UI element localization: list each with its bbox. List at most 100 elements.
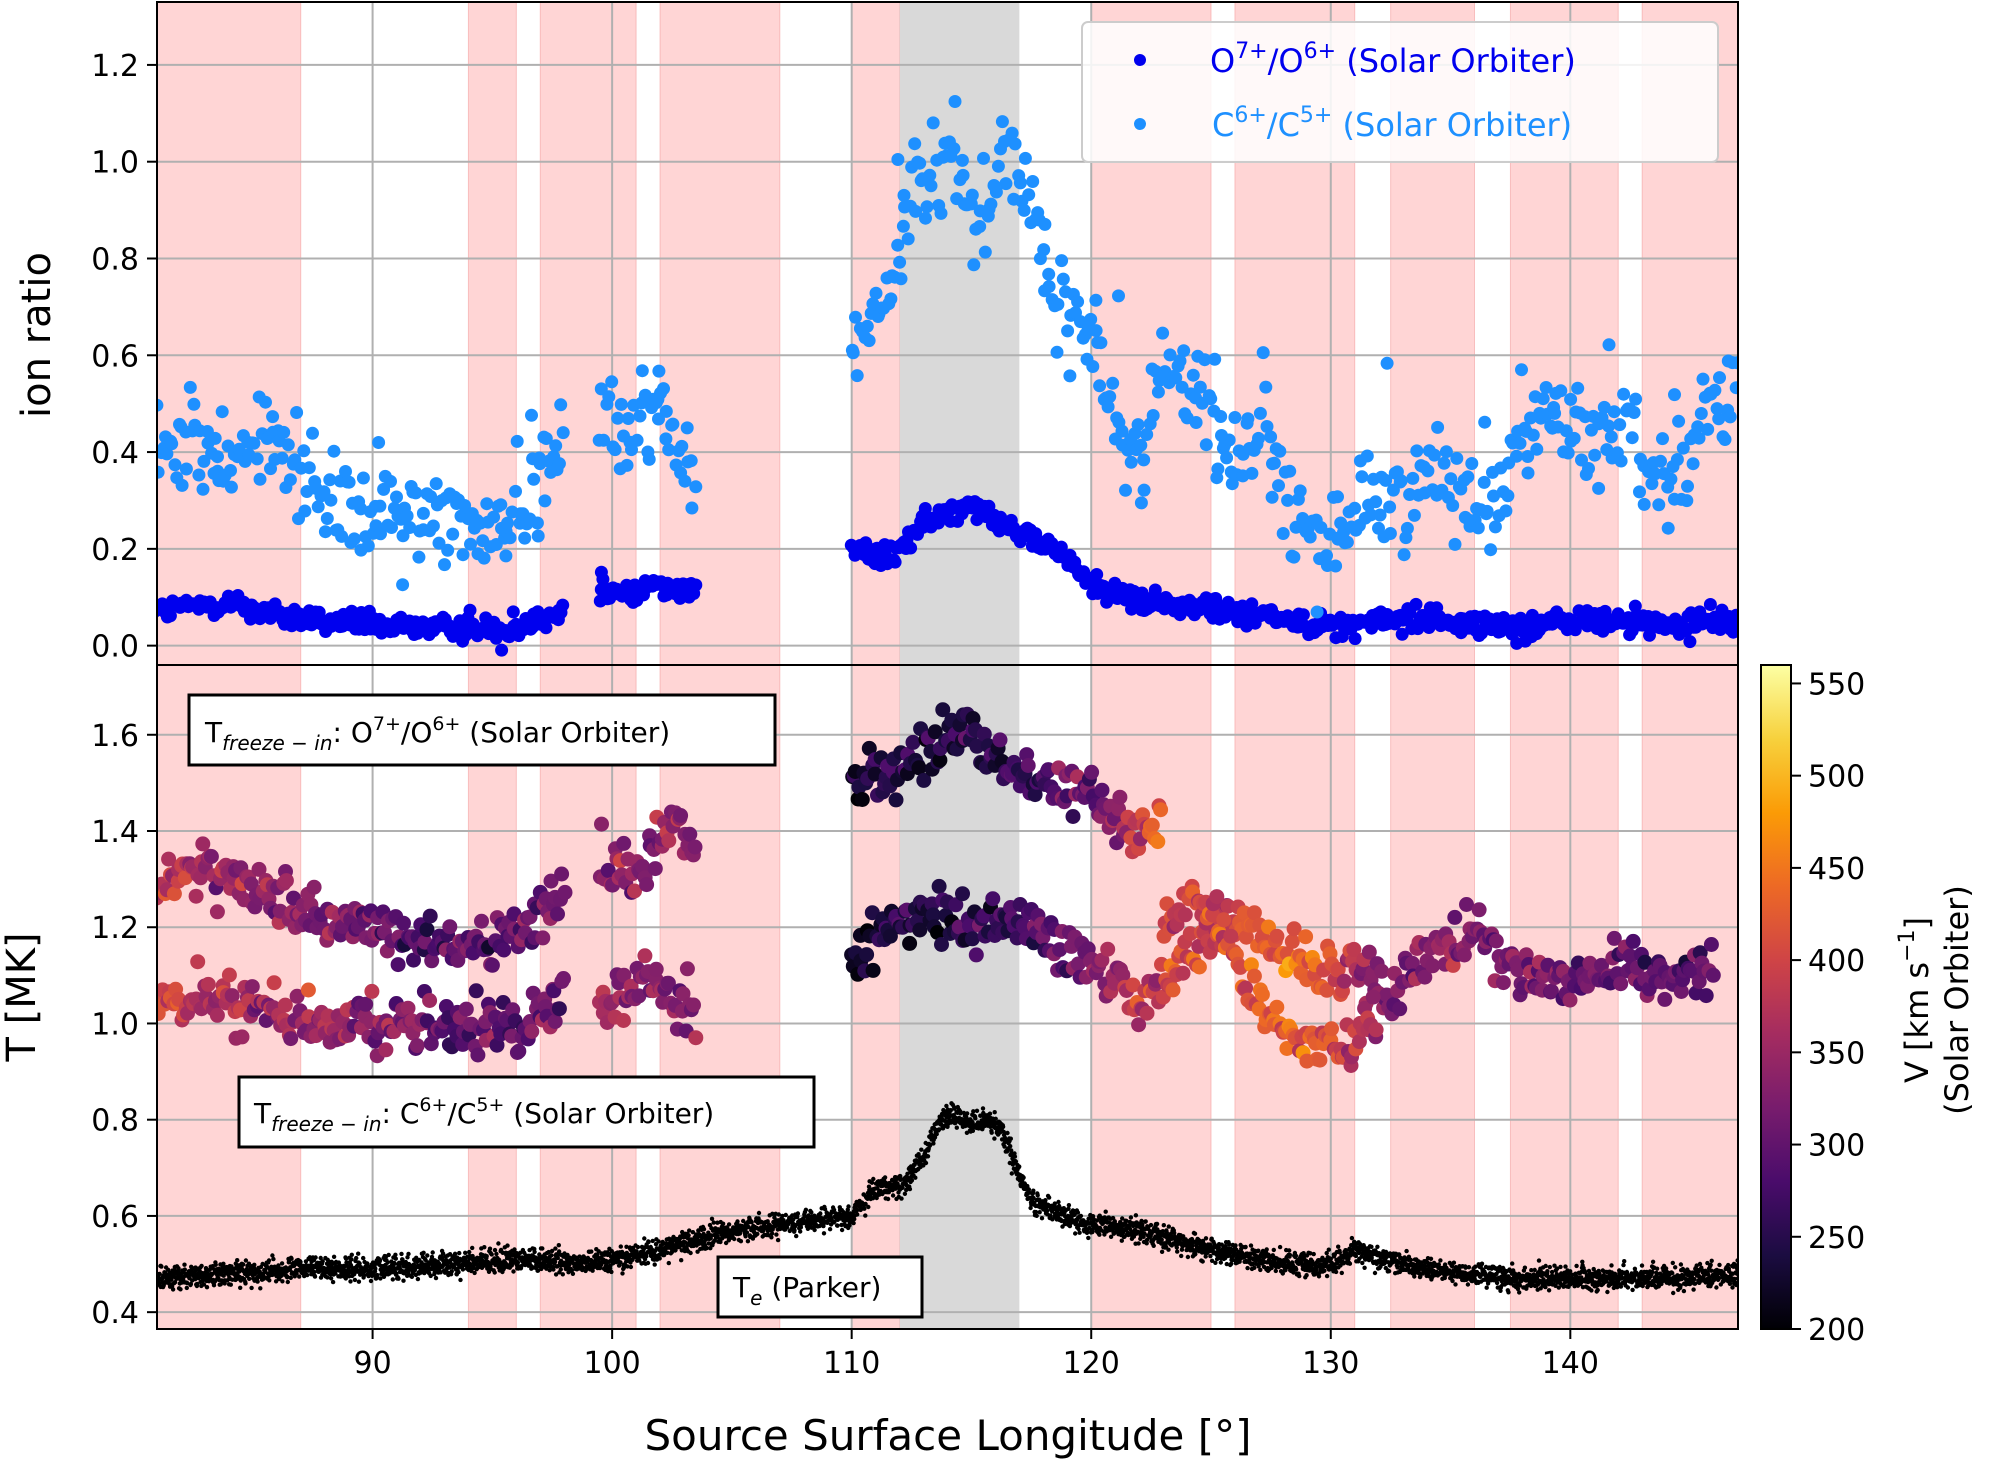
c6-c5-point [926,116,940,130]
freeze-in-point [911,760,927,776]
c6-c5-point [1038,217,1052,231]
c6-c5-point [685,501,699,515]
parker-te-point [854,1208,860,1213]
c6-c5-point [1276,527,1290,540]
c6-c5-point [1672,414,1686,428]
c6-c5-point [1501,489,1515,503]
freeze-in-point [1286,921,1302,937]
freeze-in-point [1404,955,1420,971]
c6-c5-point [1729,381,1738,395]
freeze-in-point [1216,912,1232,928]
parker-te-point [354,1255,359,1261]
parker-te-point [484,1254,489,1259]
parker-te-point [553,1246,558,1251]
c6-c5-point [1296,512,1310,525]
freeze-in-point [1368,1022,1384,1038]
c6-c5-point [1661,521,1675,535]
parker-te-point [628,1264,634,1270]
parker-te-point [429,1254,435,1260]
c6-c5-point [1627,406,1641,419]
parker-te-point [755,1231,760,1237]
parker-te-point [211,1283,217,1288]
c6-c5-point [947,142,961,156]
parker-te-point [428,1273,433,1279]
c6-c5-point [157,465,165,479]
freeze-in-point [1125,977,1141,993]
c6-c5-point [1137,483,1151,497]
c6-c5-point [977,151,990,165]
c6-c5-point [438,558,451,572]
parker-te-point [871,1176,876,1182]
o7-o6-point [1475,626,1489,640]
c6-c5-point [1536,392,1550,406]
parker-te-point [798,1229,803,1234]
parker-te-point [460,1267,466,1272]
o7-o6-point [1598,604,1612,618]
parker-te-point [400,1257,405,1262]
c6-c5-point [361,539,375,553]
parker-te-point [331,1254,337,1260]
freeze-in-point [1562,992,1578,1008]
parker-te-point [414,1255,419,1261]
c6-c5-point [1613,418,1627,432]
c6-c5-point [487,510,501,524]
freeze-in-point [550,906,565,922]
shaded-band [468,2,517,665]
freeze-in-point [912,922,928,938]
freeze-in-point [278,873,294,889]
c6-c5-point [608,443,622,457]
freeze-in-point [1606,930,1622,946]
c6-c5-point [297,444,311,458]
freeze-in-point [1425,958,1441,974]
c6-c5-point [480,497,494,511]
freeze-in-point [935,702,951,718]
c6-c5-point [965,188,979,202]
parker-te-point [472,1270,477,1276]
c6-c5-point [984,197,998,211]
c6-c5-point [1051,297,1065,311]
c6-c5-point [1055,254,1069,268]
parker-te-point [393,1256,398,1261]
freeze-in-point [378,1042,394,1058]
parker-te-point [609,1269,614,1275]
c6-c5-point [356,471,370,485]
parker-te-point [352,1272,357,1277]
parker-te-point [532,1249,537,1255]
parker-te-point [312,1274,318,1279]
freeze-in-point [932,752,948,768]
c6-c5-point [1355,470,1369,484]
c6-c5-point [390,490,403,504]
freeze-in-point [1115,967,1131,983]
parker-te-point [570,1271,576,1277]
freeze-in-point [422,908,438,924]
freeze-in-point [1094,952,1110,968]
parker-te-point [686,1233,691,1238]
freeze-in-point [438,999,454,1014]
parker-te-point [415,1276,421,1282]
freeze-in-point [358,996,374,1012]
c6-c5-point [684,454,698,468]
c6-c5-point [678,474,692,488]
c6-c5-point [642,452,656,466]
c6-c5-point [1293,484,1307,498]
freeze-in-point [1459,897,1474,912]
freeze-in-point [916,772,932,788]
c6-c5-point [1310,605,1324,619]
c6-c5-point [1256,346,1270,360]
freeze-in-point [686,997,701,1013]
parker-te-point [385,1260,390,1265]
c6-c5-point [403,521,417,534]
c6-c5-point [1564,392,1578,406]
c6-c5-point [530,516,544,530]
c6-c5-point [1151,385,1165,399]
parker-te-point [458,1277,463,1283]
freeze-in-point [543,873,559,889]
o7-o6-point [362,604,376,618]
c6-c5-point [1446,499,1460,512]
c6-c5-point [1602,419,1616,433]
freeze-in-point [470,1047,486,1063]
parker-te-point [709,1216,715,1222]
c6-c5-point [503,531,517,545]
c6-c5-point [1177,344,1191,358]
parker-te-point [184,1285,189,1291]
